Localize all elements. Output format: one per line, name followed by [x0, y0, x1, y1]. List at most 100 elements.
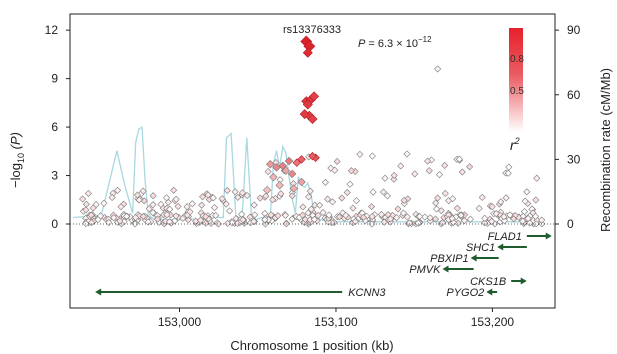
snp-point: [466, 215, 474, 223]
snp-point: [390, 171, 398, 179]
snp-point: [524, 214, 532, 223]
snp-point: [305, 193, 313, 201]
snp-point: [335, 213, 343, 221]
snp-point: [347, 167, 355, 175]
x-tick-label: 153,000: [158, 315, 202, 329]
snp-point: [331, 166, 339, 174]
snp-point: [394, 205, 402, 213]
snp-point: [202, 213, 210, 221]
snp-point: [132, 214, 140, 222]
snp-point: [246, 213, 254, 221]
snp-point: [346, 180, 354, 188]
snp-point: [223, 186, 231, 195]
snp-point: [342, 211, 350, 219]
snp-point: [432, 199, 440, 207]
snp-point: [184, 216, 192, 224]
snp-point: [139, 212, 147, 220]
snp-point: [234, 193, 242, 201]
snp-point: [214, 220, 222, 228]
snp-point: [448, 214, 456, 222]
snp-point: [251, 211, 259, 219]
gene-flad1-label: FLAD1: [488, 231, 522, 243]
gene-pbxip1-label: PBXIP1: [430, 253, 469, 265]
snp-point-high-ld: [292, 158, 302, 167]
snp-point: [381, 174, 389, 182]
snp-point: [453, 204, 461, 212]
snp-point: [399, 209, 408, 217]
snp-point: [403, 213, 411, 221]
snp-point: [238, 210, 246, 218]
snp-point: [460, 217, 468, 225]
snp-point: [532, 220, 540, 228]
y-axis-left-title: −log10 (P): [8, 132, 26, 188]
recombination-rate-line: [73, 125, 543, 223]
snp-point: [87, 211, 95, 219]
snp-point: [262, 192, 270, 200]
gene-pygo2-label: PYGO2: [446, 287, 484, 299]
snp-point: [333, 157, 341, 165]
snp-point: [510, 215, 518, 223]
snp-point: [457, 211, 465, 219]
snp-point-high-ld: [299, 109, 310, 120]
snp-point: [349, 204, 357, 212]
snp-point: [131, 220, 139, 228]
x-axis-title: Chromosome 1 position (kb): [230, 338, 393, 353]
snp-point: [105, 219, 113, 227]
snp-point: [319, 209, 327, 217]
snp-point: [414, 219, 422, 227]
gene-cks1b-label: CKS1B: [470, 276, 506, 288]
snp-point: [324, 195, 332, 203]
snp-point: [196, 216, 205, 224]
snp-point: [434, 194, 442, 202]
gene-kcnn3-label: KCNN3: [348, 287, 386, 299]
snp-point-high-ld: [297, 177, 306, 187]
snp-point: [188, 200, 196, 208]
snp-point: [359, 213, 368, 221]
snp-point: [478, 193, 486, 201]
snp-point: [174, 202, 182, 210]
snp-point: [163, 211, 171, 219]
snp-point-high-ld: [289, 184, 298, 193]
snp-point: [427, 156, 435, 164]
snp-point: [339, 209, 347, 217]
snp-point: [183, 203, 191, 211]
snp-point: [368, 152, 376, 160]
snp-point: [299, 203, 307, 211]
snp-point: [384, 211, 392, 219]
snp-point: [307, 205, 315, 213]
snp-point: [139, 187, 147, 195]
axes: 153,000 153,100 153,200 0 3 6 9 12 0 30 60 90: [45, 23, 581, 329]
snp-point: [269, 196, 277, 204]
snp-point: [519, 217, 527, 225]
snp-point: [383, 192, 391, 200]
snps-high-ld-layer: [262, 35, 320, 195]
snp-point: [261, 216, 269, 224]
snp-point: [532, 196, 540, 204]
snp-point-high-ld: [266, 160, 275, 169]
snp-point: [403, 150, 411, 158]
r2-tick-0.8: 0.8: [510, 54, 524, 65]
snp-point-high-ld: [262, 185, 272, 195]
snp-point: [433, 205, 441, 213]
y-tick-label-right: 30: [567, 152, 581, 166]
snp-point: [163, 194, 171, 202]
snp-point-high-ld: [307, 113, 318, 125]
snp-point: [505, 163, 513, 171]
snp-point: [114, 186, 122, 194]
snp-point: [506, 211, 514, 219]
snp-point: [210, 204, 219, 212]
snp-point: [149, 201, 157, 209]
gene-shc1-arrow: [497, 243, 504, 251]
snp-point: [233, 219, 242, 227]
snp-point: [492, 210, 500, 218]
snp-point: [226, 207, 234, 215]
snp-point: [368, 220, 376, 228]
snp-point: [439, 219, 447, 227]
p-value-annotation: P = 6.3 × 10−12: [358, 35, 432, 50]
snp-point: [521, 197, 529, 205]
snp-point: [449, 195, 457, 203]
snp-point: [314, 211, 322, 219]
gene-shc1-label: SHC1: [466, 242, 495, 254]
snp-point: [369, 188, 377, 196]
